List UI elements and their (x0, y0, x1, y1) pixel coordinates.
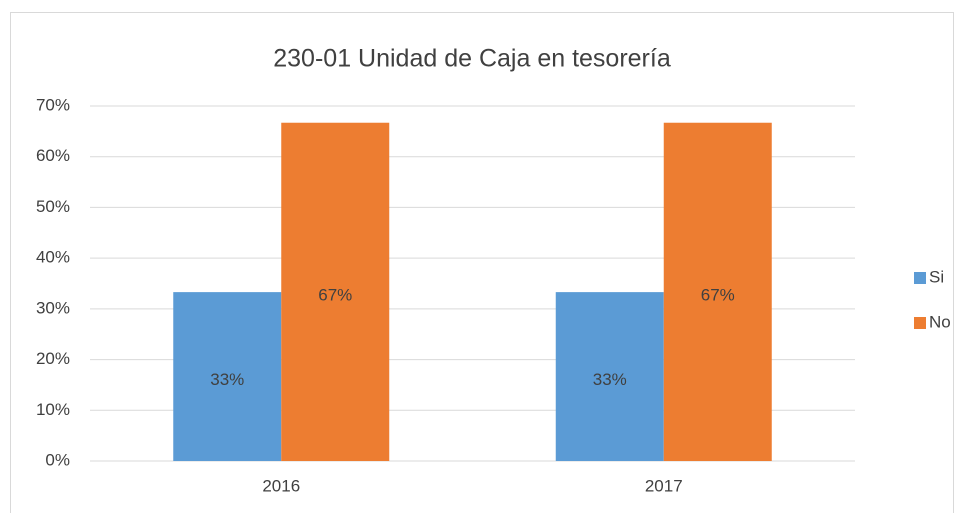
bar (663, 122, 772, 461)
y-tick-label: 70% (36, 95, 70, 114)
y-tick-label: 20% (36, 349, 70, 368)
y-tick-label: 30% (36, 298, 70, 317)
legend-label: No (929, 312, 951, 331)
legend-swatch (914, 272, 926, 284)
legend-swatch (914, 317, 926, 329)
legend-label: Si (929, 267, 944, 286)
y-tick-label: 40% (36, 248, 70, 267)
data-label: 67% (701, 285, 735, 304)
y-tick-label: 0% (45, 450, 70, 469)
data-label: 33% (210, 370, 244, 389)
y-tick-label: 50% (36, 197, 70, 216)
bar (555, 292, 664, 461)
chart-title: 230-01 Unidad de Caja en tesorería (273, 45, 671, 73)
x-tick-label: 2016 (262, 476, 300, 495)
chart-border (10, 12, 954, 513)
bar (173, 292, 282, 461)
data-label: 67% (318, 285, 352, 304)
bar (281, 122, 390, 461)
y-tick-label: 10% (36, 400, 70, 419)
y-tick-label: 60% (36, 146, 70, 165)
data-label: 33% (593, 370, 627, 389)
x-tick-label: 2017 (645, 476, 683, 495)
